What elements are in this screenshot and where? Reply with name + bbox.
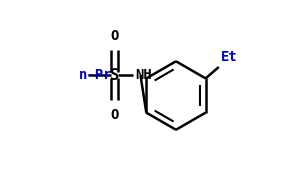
Text: O: O bbox=[110, 108, 119, 122]
Text: Et: Et bbox=[221, 50, 237, 64]
Text: NH: NH bbox=[135, 68, 152, 82]
Text: O: O bbox=[110, 29, 119, 43]
Text: S: S bbox=[110, 68, 119, 83]
Text: n-Pr: n-Pr bbox=[79, 68, 112, 82]
